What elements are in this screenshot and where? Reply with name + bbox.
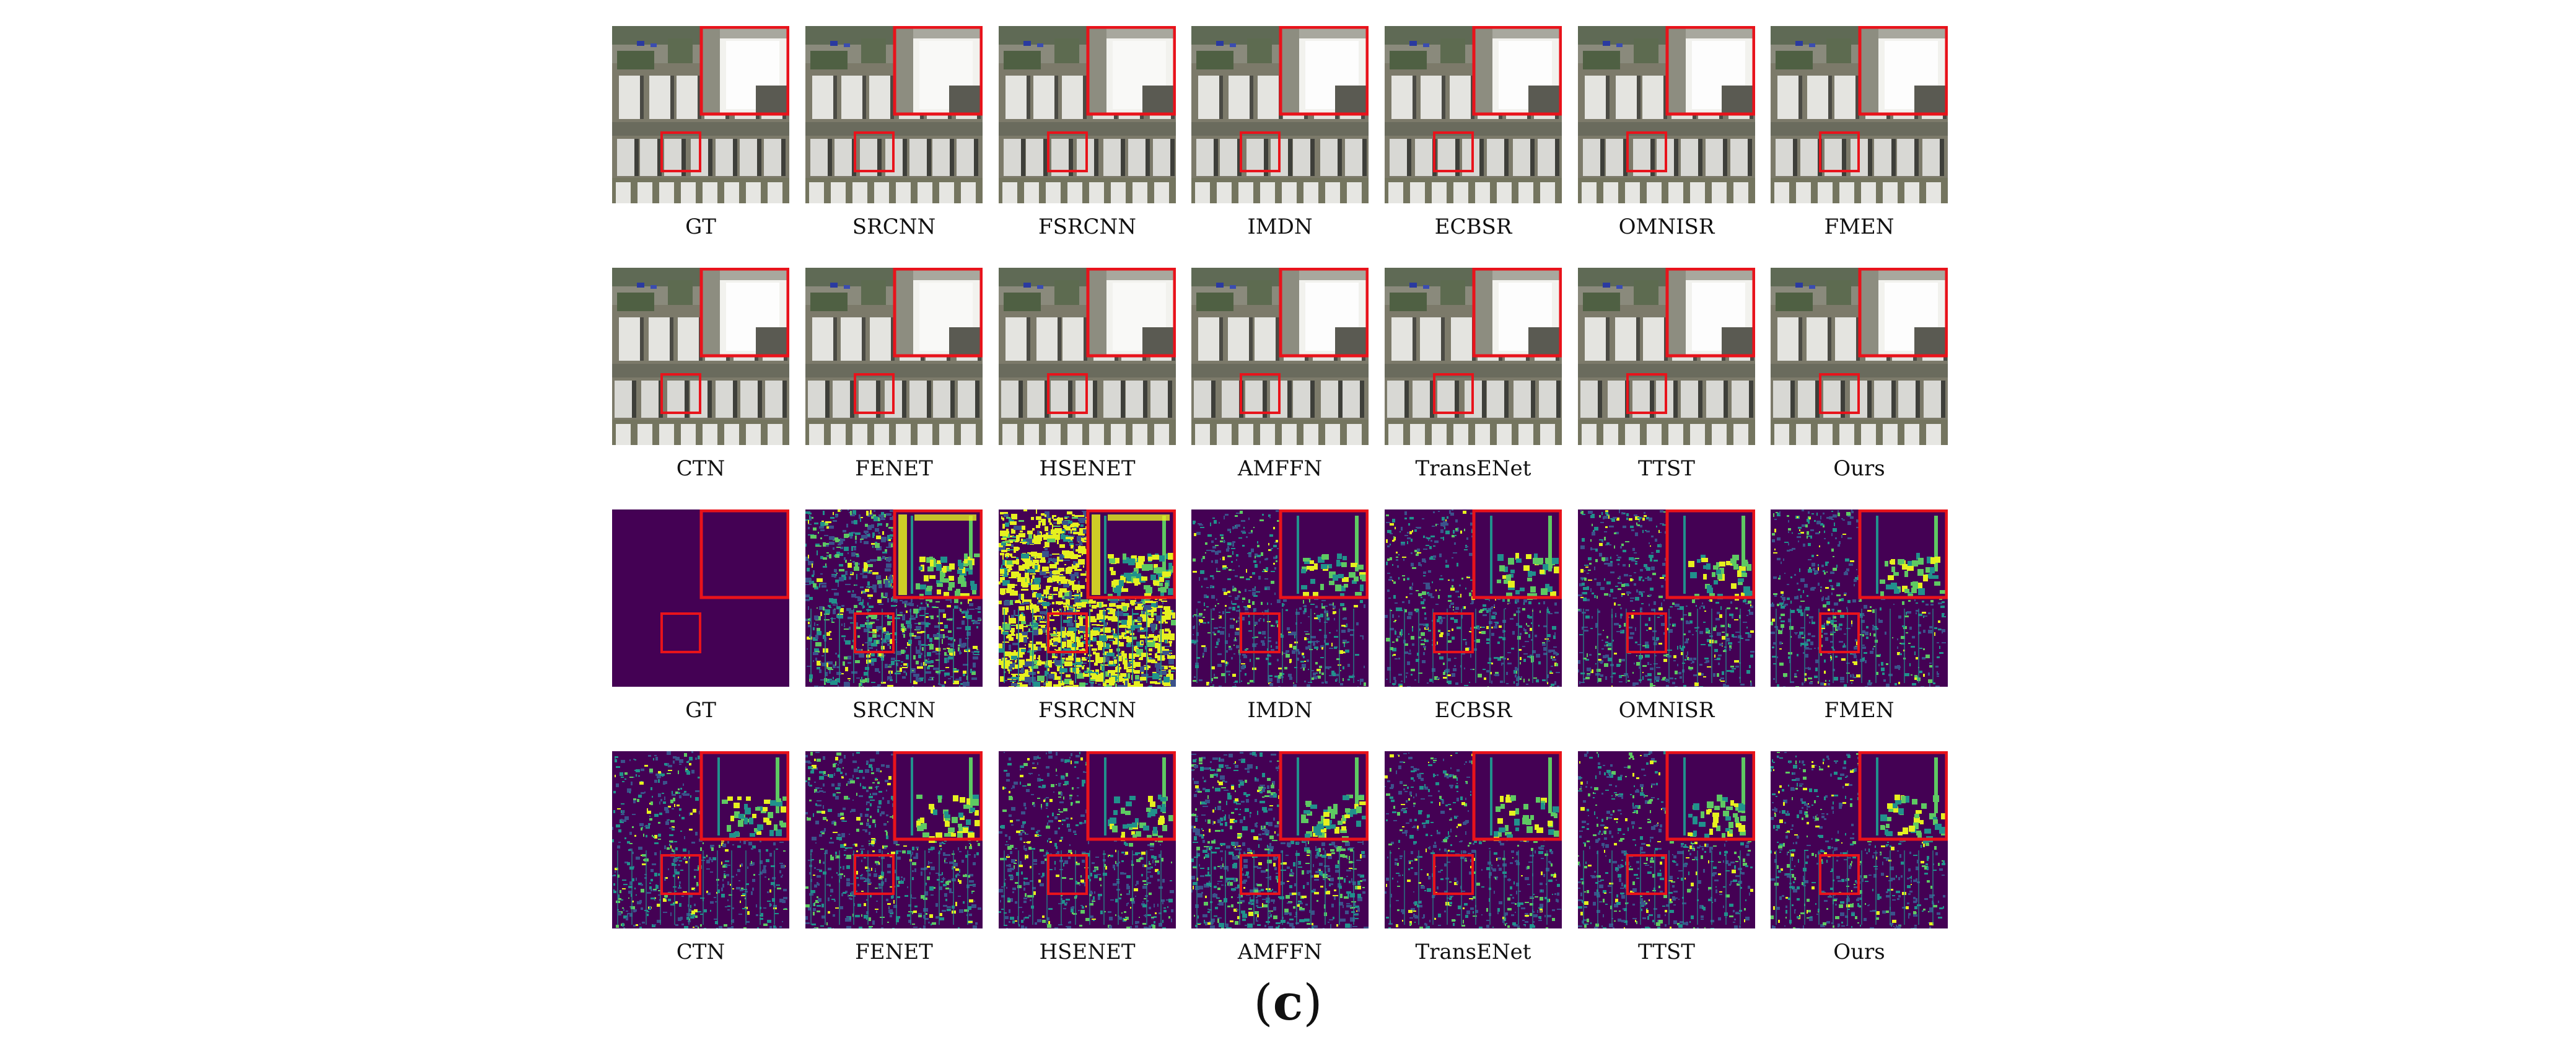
method-caption: HSENET (1039, 940, 1136, 964)
method-caption: FMEN (1824, 214, 1895, 239)
method-caption: AMFFN (1237, 456, 1323, 481)
error-map-image (999, 509, 1176, 687)
figure-cell: CTN (612, 268, 789, 481)
figure-cell: IMDN (1191, 26, 1369, 239)
error-map-image (999, 751, 1176, 928)
figure-cell: AMFFN (1191, 268, 1369, 481)
error-map-image (1771, 509, 1948, 687)
method-caption: TTST (1638, 940, 1695, 964)
method-caption: FMEN (1824, 698, 1895, 723)
method-caption: OMNISR (1618, 214, 1715, 239)
method-caption: TTST (1638, 456, 1695, 481)
figure-cell: AMFFN (1191, 751, 1369, 964)
figure-cell: FMEN (1771, 26, 1948, 239)
sr-result-image (1385, 26, 1562, 203)
error-map-image (1771, 751, 1948, 928)
error-map-image (1578, 751, 1755, 928)
figure-cell: GT (612, 509, 789, 723)
method-caption: Ours (1833, 940, 1885, 964)
figure-cell: ECBSR (1385, 26, 1562, 239)
method-caption: ECBSR (1434, 698, 1512, 723)
error-map-image (805, 509, 983, 687)
figure-cell: ECBSR (1385, 509, 1562, 723)
figure-cell: FMEN (1771, 509, 1948, 723)
figure-cell: TransENet (1385, 751, 1562, 964)
method-caption: FSRCNN (1038, 698, 1136, 723)
sr-result-image (1771, 268, 1948, 445)
method-caption: FENET (855, 940, 933, 964)
sr-result-image (612, 26, 789, 203)
figure-cell: SRCNN (805, 26, 983, 239)
figure-cell: OMNISR (1578, 509, 1755, 723)
error-map-image (612, 751, 789, 928)
error-map-image (805, 751, 983, 928)
sr-result-image (1578, 268, 1755, 445)
error-map-image (1385, 751, 1562, 928)
method-caption: FENET (855, 456, 933, 481)
panel-label: (c) (1253, 973, 1323, 1031)
method-caption: AMFFN (1237, 940, 1323, 964)
figure-cell: FENET (805, 751, 983, 964)
method-caption: GT (685, 698, 716, 723)
error-map-image (1191, 509, 1369, 687)
method-caption: TransENet (1415, 456, 1531, 481)
figure-cell: TTST (1578, 268, 1755, 481)
method-caption: IMDN (1247, 214, 1313, 239)
method-caption: CTN (676, 940, 725, 964)
method-caption: IMDN (1247, 698, 1313, 723)
sr-result-image (999, 268, 1176, 445)
method-caption: OMNISR (1618, 698, 1715, 723)
method-caption: FSRCNN (1038, 214, 1136, 239)
figure-cell: TTST (1578, 751, 1755, 964)
sr-result-image (805, 26, 983, 203)
figure-cell: CTN (612, 751, 789, 964)
figure-cell: Ours (1771, 268, 1948, 481)
figure-cell: FENET (805, 268, 983, 481)
sr-result-image (1385, 268, 1562, 445)
sr-result-image (1191, 26, 1369, 203)
figure-cell: IMDN (1191, 509, 1369, 723)
sr-result-image (805, 268, 983, 445)
method-caption: SRCNN (852, 214, 936, 239)
error-map-image (1385, 509, 1562, 687)
figure-cell: OMNISR (1578, 26, 1755, 239)
method-caption: HSENET (1039, 456, 1136, 481)
figure-cell: FSRCNN (999, 509, 1176, 723)
sr-result-image (612, 268, 789, 445)
figure-cell: Ours (1771, 751, 1948, 964)
method-caption: CTN (676, 456, 725, 481)
sr-result-image (999, 26, 1176, 203)
figure-cell: GT (612, 26, 789, 239)
sr-result-image (1771, 26, 1948, 203)
method-caption: ECBSR (1434, 214, 1512, 239)
method-caption: GT (685, 214, 716, 239)
figure-cell: SRCNN (805, 509, 983, 723)
sr-result-image (1578, 26, 1755, 203)
error-map-image (1191, 751, 1369, 928)
method-caption: SRCNN (852, 698, 936, 723)
error-map-image (612, 509, 789, 687)
method-caption: TransENet (1415, 940, 1531, 964)
error-map-image (1578, 509, 1755, 687)
figure-cell: HSENET (999, 268, 1176, 481)
sr-result-image (1191, 268, 1369, 445)
figure-cell: TransENet (1385, 268, 1562, 481)
method-caption: Ours (1833, 456, 1885, 481)
figure-cell: FSRCNN (999, 26, 1176, 239)
figure-cell: HSENET (999, 751, 1176, 964)
